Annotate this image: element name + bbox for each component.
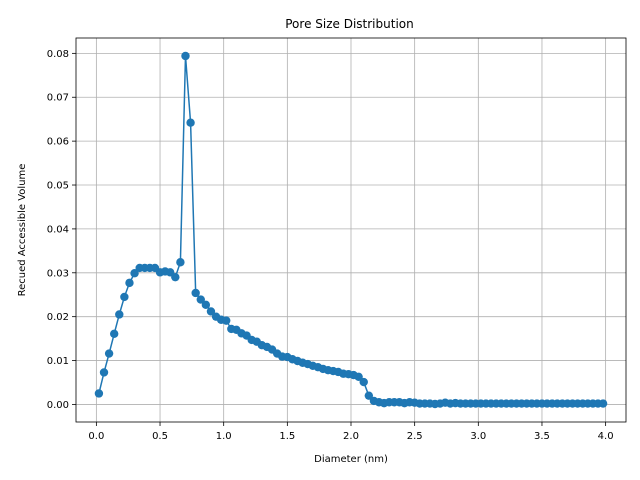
data-point: [191, 288, 200, 298]
x-tick-label: 0.5: [152, 431, 168, 442]
x-axis-label: Diameter (nm): [314, 454, 388, 465]
y-tick-label: 0.00: [47, 400, 69, 411]
data-point: [94, 389, 104, 398]
x-tick-label: 2.5: [407, 431, 423, 442]
x-tick-label: 4.0: [598, 431, 614, 442]
x-axis: 0.0 0.5 1.0 1.5 2.0 2.5 3.0 3.5 4.0: [88, 422, 614, 442]
data-point: [181, 51, 190, 61]
x-tick-label: 3.0: [470, 431, 486, 442]
data-point: [99, 368, 109, 377]
y-tick-label: 0.07: [47, 93, 69, 104]
data-point: [120, 292, 129, 302]
data-point: [354, 372, 363, 381]
y-tick-label: 0.01: [47, 356, 69, 367]
data-point: [115, 310, 124, 319]
data-point: [186, 118, 195, 127]
y-tick-label: 0.06: [47, 137, 69, 148]
y-tick-label: 0.03: [47, 268, 69, 279]
data-point: [104, 349, 114, 358]
chart-title: Pore Size Distribution: [285, 17, 413, 31]
y-tick-label: 0.02: [47, 312, 69, 323]
y-axis: 0.00 0.01 0.02 0.03 0.04 0.05 0.06 0.07 0.08: [47, 49, 76, 411]
data-point: [222, 316, 231, 325]
y-tick-label: 0.05: [47, 181, 69, 192]
data-point: [201, 300, 211, 310]
x-tick-label: 0.0: [88, 431, 104, 442]
x-tick-label: 2.0: [343, 431, 359, 442]
data-point: [171, 272, 180, 282]
data-point: [176, 258, 185, 267]
plot-frame: [75, 37, 627, 423]
data-point: [364, 391, 374, 400]
data-point: [206, 307, 216, 316]
x-tick-label: 1.5: [279, 431, 295, 442]
data-point: [359, 377, 368, 387]
data-point: [125, 278, 134, 288]
y-tick-label: 0.04: [47, 224, 69, 235]
data-point: [196, 295, 205, 304]
data-point: [130, 269, 139, 278]
x-tick-label: 3.5: [534, 431, 550, 442]
x-tick-label: 1.0: [216, 431, 232, 442]
data-point: [598, 399, 608, 408]
series-group: [94, 51, 608, 409]
y-axis-label: Recued Accessible Volume: [17, 164, 28, 297]
data-point: [109, 329, 119, 338]
y-tick-label: 0.08: [47, 49, 69, 60]
